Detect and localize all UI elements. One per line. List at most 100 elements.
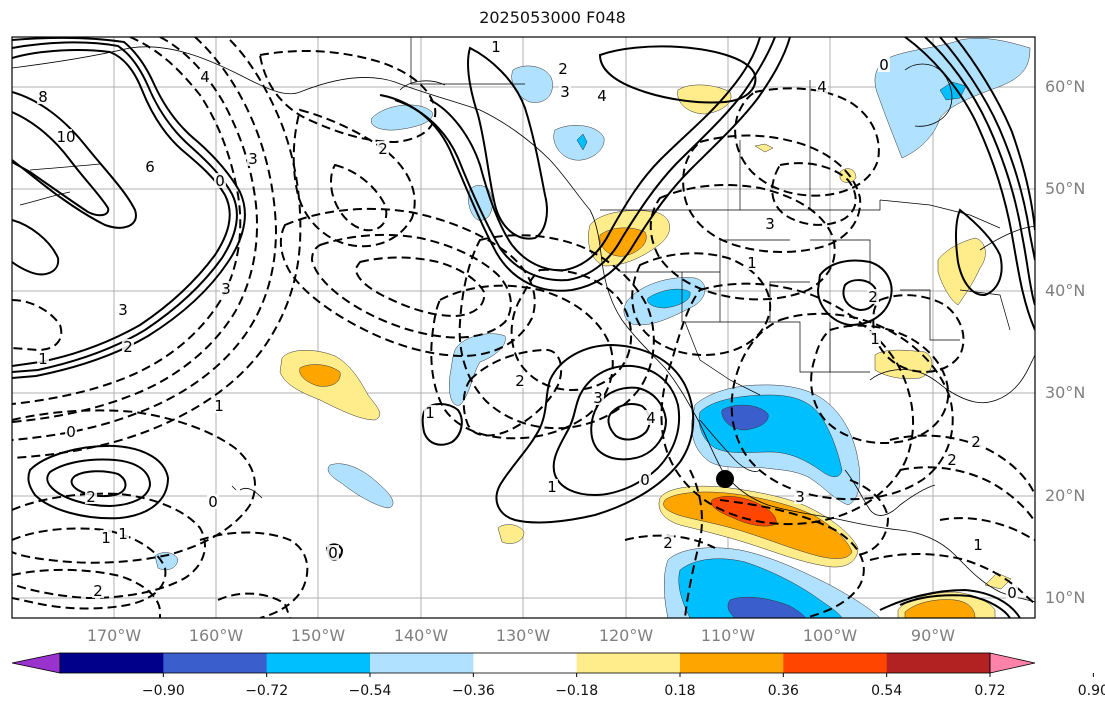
colorbar-tick-label: 0.18 [664,683,696,699]
contour-label: 0 [879,56,889,74]
lat-label-40n: 40°N [1045,281,1086,300]
colorbar-extend-min [11,652,61,674]
contour-label-bg [327,545,339,560]
contour-label: 2 [971,433,981,451]
map-title: 2025053000 F048 [479,8,626,27]
contour-label-bg [869,331,881,346]
colorbar-tick-label: 0.72 [974,683,1006,699]
contour-label-bg [117,302,129,317]
contour-label: 2 [868,288,878,306]
colorbar [11,652,1094,677]
contour-label-bg [85,489,97,504]
contour-label-bg [65,424,77,439]
political-borders [410,37,1011,396]
lon-label-100w: 100°W [802,626,858,645]
contour-label: 3 [248,150,258,168]
contour-label: 2 [123,338,133,356]
lon-label-130w: 130°W [495,626,551,645]
contour-label: 1 [491,38,501,56]
contour-label-bg [424,405,436,420]
contour-label: 0 [640,471,650,489]
contour-label: 0 [66,423,76,441]
contour-label: 2 [86,488,96,506]
dashed-contours [12,37,1035,618]
contour-label-bg [878,57,890,72]
contour-label-bg [592,390,604,405]
contour-label-bg [746,255,758,270]
lat-label-50n: 50°N [1045,179,1086,198]
contour-label-bg [972,537,984,552]
colorbar-segment [266,653,371,673]
contour-label: 2 [93,582,103,600]
lon-label-170w: 170°W [86,626,142,645]
contour-label-bg [207,494,219,509]
contour-label: 6 [145,158,155,176]
contour-label: 1 [870,330,880,348]
contour-label: 1 [547,478,557,496]
colorbar-outline [59,652,991,674]
contour-label-bg [645,410,657,425]
lon-label-150w: 150°W [290,626,346,645]
contour-label-bg [213,398,225,413]
contour-label: 0 [208,493,218,511]
contour-label: 1 [38,350,48,368]
contour-label-bg [247,151,259,166]
colorbar-segment [886,653,991,673]
contour-label: 1 [101,529,111,547]
colorbar-segment [60,653,164,673]
contour-label: 2 [663,534,673,552]
contour-label-bg [764,216,776,231]
contour-label-bg [37,89,49,104]
colorbar-tick-label: −0.54 [348,683,392,699]
contour-label-bg [100,530,112,545]
colorbar-tick-label: −0.36 [451,683,495,699]
contour-label: 1 [118,525,128,543]
contour-label: 2 [558,60,568,78]
colorbar-segment [680,653,784,673]
contour-label-bg [867,289,879,304]
contour-label-bg [557,61,569,76]
colorbar-segment [370,653,474,673]
contour-label: 1 [747,254,757,272]
colorbar-tick-label: −0.72 [245,683,289,699]
colorbar-segment [783,653,888,673]
contour-label-bg [794,489,806,504]
colorbar-tick-label: 0.54 [871,683,903,699]
contour-label: 4 [200,68,210,86]
contour-label-bg [662,535,674,550]
lon-label-90w: 90°W [910,626,956,645]
contour-label-bg [816,79,828,94]
contour-label: 3 [560,83,570,101]
contour-label-bg [220,281,232,296]
lat-label-10n: 10°N [1045,588,1086,607]
contour-label: 4 [597,87,607,105]
contour-label: 4 [817,78,827,96]
shaded-regions [154,38,1031,618]
lat-label-30n: 30°N [1045,383,1086,402]
contour-label-bg [596,88,608,103]
contour-label-bg [60,129,72,144]
contour-label-bg [1006,585,1018,600]
colorbar-tick-label: 0.36 [767,683,799,699]
lat-label-60n: 60°N [1045,77,1086,96]
contour-label: 1 [973,536,983,554]
colorbar-segment [576,653,681,673]
location-marker [716,470,734,488]
contour-label-bg [214,173,226,188]
colorbar-tick-label: 0.90 [1077,683,1105,699]
lon-label-140w: 140°W [393,626,449,645]
contour-label-bg [199,69,211,84]
contour-label: 3 [118,301,128,319]
contour-label: 4 [646,409,656,427]
contour-label: 2 [515,372,525,390]
solid-contours [12,37,1035,618]
colorbar-segment [473,653,578,673]
contour-label: 2 [947,451,957,469]
lat-label-20n: 20°N [1045,486,1086,505]
map-frame [11,36,1036,619]
contour-label: 1 [425,404,435,422]
contour-label: 3 [795,488,805,506]
colorbar-segment [163,653,268,673]
